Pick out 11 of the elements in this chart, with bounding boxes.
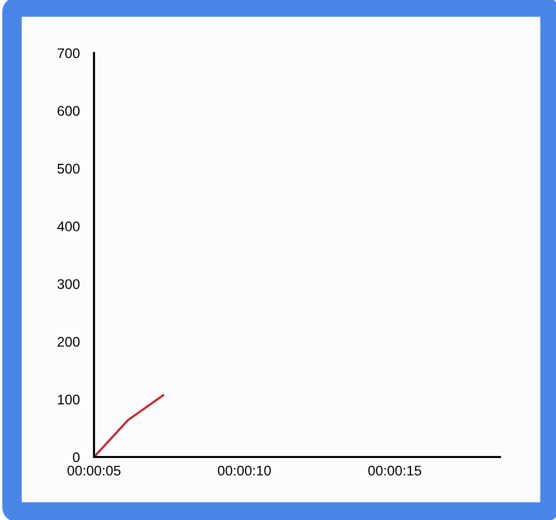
y-tick-label: 400	[57, 221, 80, 232]
y-tick-label: 300	[57, 279, 80, 290]
y-tick-label: 500	[57, 164, 80, 174]
y-tick-label: 200	[58, 336, 80, 347]
y-tick-label: 600	[58, 106, 80, 116]
y-tick-label: 700	[58, 48, 80, 58]
x-tick-label: 00:00:10	[218, 466, 271, 476]
x-tick-label: 00:00:15	[368, 466, 422, 476]
y-tick-label: 0	[72, 452, 80, 462]
y-tick-label: 100	[58, 394, 80, 404]
x-tick-label: 00:00:05	[68, 466, 120, 476]
